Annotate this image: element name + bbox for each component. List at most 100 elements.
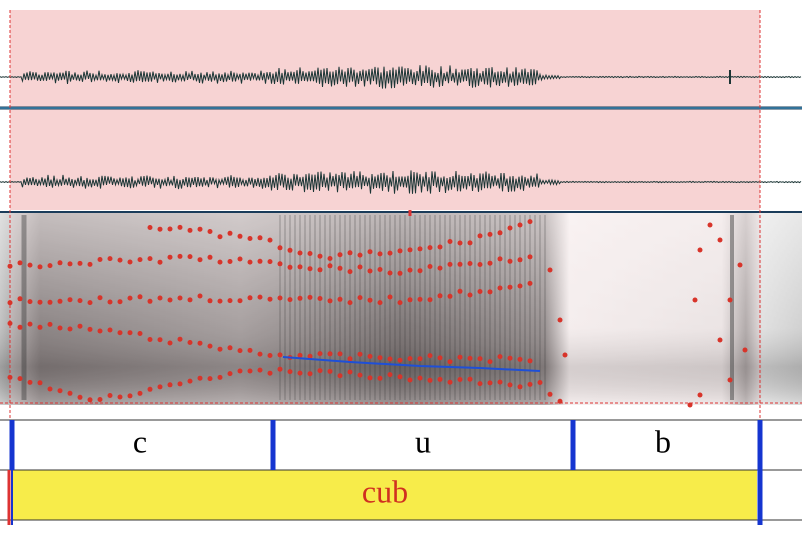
formant-point [257, 294, 263, 300]
formant-point [47, 263, 53, 269]
formant-point [177, 224, 183, 230]
formant-point [77, 394, 83, 400]
formant-point [527, 381, 533, 387]
formant-point [357, 264, 363, 270]
formant-point [427, 245, 433, 251]
formant-point [117, 257, 123, 263]
formant-point [17, 324, 23, 330]
formant-point [327, 368, 333, 374]
interval-label[interactable]: cub [362, 473, 408, 509]
formant-point [97, 397, 103, 402]
formant-point [287, 247, 293, 253]
formant-point [357, 351, 363, 357]
spectrogram-shade [0, 212, 802, 405]
interval-label[interactable]: b [655, 423, 671, 459]
formant-point [157, 259, 163, 265]
formant-point [307, 251, 313, 256]
formant-point [437, 244, 443, 250]
formant-point [217, 298, 223, 304]
formant-point [227, 230, 233, 236]
formant-point [377, 375, 383, 381]
formant-point [477, 262, 483, 267]
formant-point [137, 331, 143, 336]
formant-point [407, 377, 413, 383]
formant-point [397, 270, 403, 276]
formant-point [447, 359, 453, 365]
formant-point [297, 352, 303, 358]
formant-point [337, 252, 343, 258]
formant-point [467, 355, 473, 361]
formant-point [207, 376, 213, 382]
formant-point [77, 323, 83, 329]
formant-point [17, 376, 23, 382]
formant-point [447, 379, 453, 385]
formant-point [437, 376, 443, 382]
formant-point [727, 297, 733, 303]
formant-point [247, 347, 253, 353]
formant-point [87, 397, 93, 403]
formant-point [307, 353, 313, 359]
formant-point [327, 351, 333, 357]
formant-point [97, 295, 103, 301]
formant-point [247, 236, 253, 241]
formant-point [377, 355, 383, 361]
formant-point [457, 288, 463, 294]
formant-point [357, 252, 363, 258]
formants [7, 219, 748, 408]
formant-point [377, 251, 383, 257]
pitch-contour [282, 356, 541, 372]
formant-point [237, 298, 243, 304]
formant-point [387, 250, 393, 256]
formant-point [67, 261, 73, 267]
formant-point [307, 266, 313, 272]
formant-point [417, 246, 423, 252]
formant-point [317, 368, 323, 374]
formant-point [7, 320, 13, 326]
formant-point [417, 296, 423, 302]
formant-point [417, 268, 423, 274]
formant-point [77, 298, 83, 304]
word-interval[interactable] [12, 470, 757, 520]
formant-point [297, 295, 303, 301]
formant-point [77, 260, 83, 266]
formant-point [467, 240, 473, 246]
formant-point [717, 337, 723, 343]
formant-point [407, 297, 413, 303]
formant-point [117, 330, 123, 336]
formant-point [427, 264, 433, 269]
formant-point [137, 294, 143, 300]
formant-point [692, 297, 698, 303]
formant-point [347, 250, 353, 256]
formant-point [507, 382, 513, 388]
formant-point [57, 325, 63, 331]
formant-point [157, 295, 163, 301]
formant-point [527, 219, 533, 225]
formant-point [187, 254, 193, 260]
formant-point [57, 388, 63, 394]
phone-tier[interactable] [0, 420, 802, 470]
formant-point [697, 247, 703, 253]
formant-point [237, 233, 243, 239]
formant-point [477, 233, 483, 239]
formant-point [742, 347, 748, 353]
formant-point [507, 284, 513, 290]
formant-point [387, 294, 393, 300]
formant-point [317, 351, 323, 357]
formant-point [227, 298, 233, 304]
formant-point [247, 368, 253, 374]
formant-point [167, 297, 173, 303]
formant-point [267, 296, 273, 302]
formant-point [507, 258, 513, 264]
formant-point [167, 382, 173, 388]
formant-point [297, 370, 303, 376]
formant-point [407, 356, 413, 362]
formant-point [477, 356, 483, 362]
formant-point [517, 257, 523, 263]
interval-label[interactable]: u [415, 423, 431, 459]
interval-label[interactable]: c [133, 423, 147, 459]
formant-point [317, 267, 323, 273]
formant-point [457, 377, 463, 382]
formant-point [117, 299, 123, 305]
formant-point [187, 297, 193, 303]
formant-point [487, 380, 493, 386]
